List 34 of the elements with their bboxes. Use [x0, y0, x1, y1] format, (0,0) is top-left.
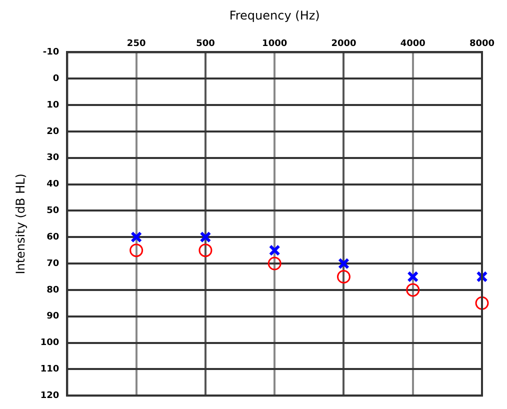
x-tick-label: 8000: [469, 39, 495, 50]
y-tick-label: 50: [46, 206, 60, 216]
y-tick-label: 0: [52, 74, 60, 84]
x-tick-label: 2000: [331, 39, 356, 50]
y-tick-label: 110: [40, 364, 60, 375]
point: [268, 256, 282, 270]
y-tick-label: 70: [46, 258, 60, 269]
point: [198, 244, 212, 258]
x-tick-label: 250: [126, 39, 146, 50]
y-tick-label: 40: [46, 180, 60, 190]
point: [476, 270, 488, 282]
point: [200, 231, 212, 243]
y-tick-label: 80: [46, 285, 60, 296]
y-axis-title: Intensity (dB HL): [13, 174, 28, 274]
point: [406, 283, 420, 297]
y-tick-label: 100: [40, 338, 60, 348]
x-tick-label: 1000: [262, 39, 288, 50]
y-tick-label: 90: [46, 312, 60, 322]
point: [268, 244, 280, 256]
y-tick-label: 30: [46, 153, 60, 164]
y-tick-label: 60: [46, 232, 60, 242]
point: [130, 244, 144, 258]
y-tick-label: 10: [46, 100, 60, 110]
x-tick-label: 4000: [400, 39, 426, 50]
point: [407, 270, 419, 282]
point: [336, 270, 350, 284]
x-axis-title: Frequency (Hz): [229, 8, 320, 22]
y-tick-label: 20: [46, 126, 60, 137]
point: [475, 296, 489, 310]
y-tick-label: -10: [42, 48, 60, 58]
point: [338, 258, 350, 270]
y-tick-label: 120: [40, 390, 60, 401]
x-tick-label: 500: [196, 39, 215, 50]
point: [130, 231, 142, 243]
